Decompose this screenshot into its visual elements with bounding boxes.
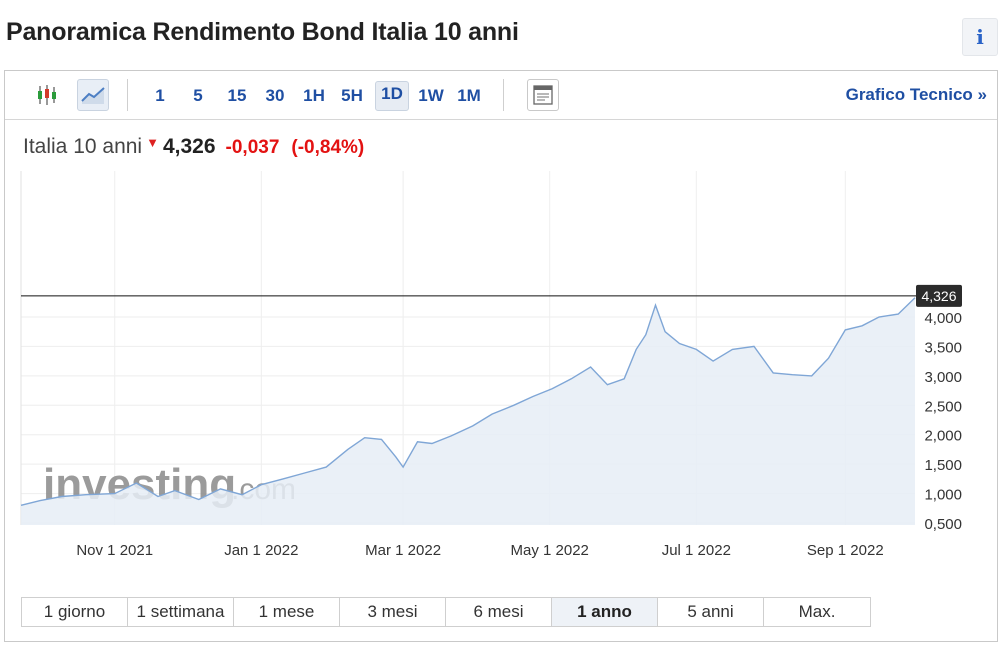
series-line — [20, 297, 916, 506]
chart-panel: 1 5 15 30 1H 5H 1D 1W 1M Grafico Tecnico… — [4, 70, 998, 642]
timeframe-30[interactable]: 30 — [265, 86, 285, 105]
price-change-percent: (-0,84%) — [291, 137, 365, 158]
instrument-name: Italia 10 anni — [23, 135, 143, 158]
y-tick-label: 4,000 — [924, 310, 962, 327]
timeframe-1m[interactable]: 1M — [457, 86, 481, 105]
timeframe-1d[interactable]: 1D — [375, 81, 409, 111]
line-chart-icon[interactable] — [77, 79, 109, 111]
last-price: 4,326 — [162, 135, 216, 158]
range-1-settimana[interactable]: 1 settimana — [128, 598, 234, 626]
y-tick-label: 2,000 — [924, 428, 962, 445]
timeframe-1h[interactable]: 1H — [303, 86, 325, 105]
range-1-mese[interactable]: 1 mese — [234, 598, 340, 626]
chart-toolbar: 1 5 15 30 1H 5H 1D 1W 1M Grafico Tecnico… — [5, 71, 997, 120]
timeframe-15[interactable]: 15 — [227, 86, 247, 105]
range-5-anni[interactable]: 5 anni — [658, 598, 764, 626]
down-arrow-icon: ▼ — [146, 135, 159, 150]
y-tick-label: 1,000 — [924, 487, 962, 504]
range-6-mesi[interactable]: 6 mesi — [446, 598, 552, 626]
y-tick-label: 3,500 — [924, 339, 962, 356]
x-tick-label: Sep 1 2022 — [807, 542, 884, 559]
y-tick-label: 0,500 — [924, 516, 962, 533]
timeframe-5h[interactable]: 5H — [341, 86, 363, 105]
price-chart[interactable]: investing .com 4,0003,5003,0002,5002,000… — [5, 171, 997, 571]
last-value-badge — [916, 284, 962, 307]
range-3-mesi[interactable]: 3 mesi — [340, 598, 446, 626]
info-button[interactable]: i — [962, 18, 998, 56]
y-tick-label: 1,500 — [924, 457, 962, 474]
toolbar-separator — [503, 79, 504, 111]
last-value-label: 4,326 — [921, 288, 956, 304]
x-tick-label: Jan 1 2022 — [224, 542, 298, 559]
x-tick-label: Nov 1 2021 — [76, 542, 153, 559]
timeframe-1[interactable]: 1 — [155, 86, 165, 105]
series-area — [21, 297, 915, 525]
price-change: -0,037 — [225, 137, 280, 158]
y-tick-label: 2,500 — [924, 398, 962, 415]
range-1-anno[interactable]: 1 anno — [552, 598, 658, 626]
x-tick-label: Mar 1 2022 — [365, 542, 441, 559]
candlestick-icon[interactable] — [31, 79, 63, 111]
page-title: Panoramica Rendimento Bond Italia 10 ann… — [6, 18, 519, 46]
quote-line: Italia 10 anni ▼ 4,326 -0,037 (-0,84%) — [23, 135, 376, 159]
toolbar-separator — [127, 79, 128, 111]
x-tick-label: Jul 1 2022 — [662, 542, 731, 559]
x-tick-label: May 1 2022 — [511, 542, 589, 559]
range-selector: 1 giorno 1 settimana 1 mese 3 mesi 6 mesi 1 a… — [21, 597, 871, 627]
layout-icon[interactable] — [527, 79, 559, 111]
range-max[interactable]: Max. — [764, 598, 870, 626]
y-tick-label: 3,000 — [924, 369, 962, 386]
timeframe-1w[interactable]: 1W — [418, 86, 444, 105]
timeframe-5[interactable]: 5 — [193, 86, 203, 105]
technical-chart-link[interactable]: Grafico Tecnico » — [845, 85, 987, 104]
range-1-giorno[interactable]: 1 giorno — [22, 598, 128, 626]
